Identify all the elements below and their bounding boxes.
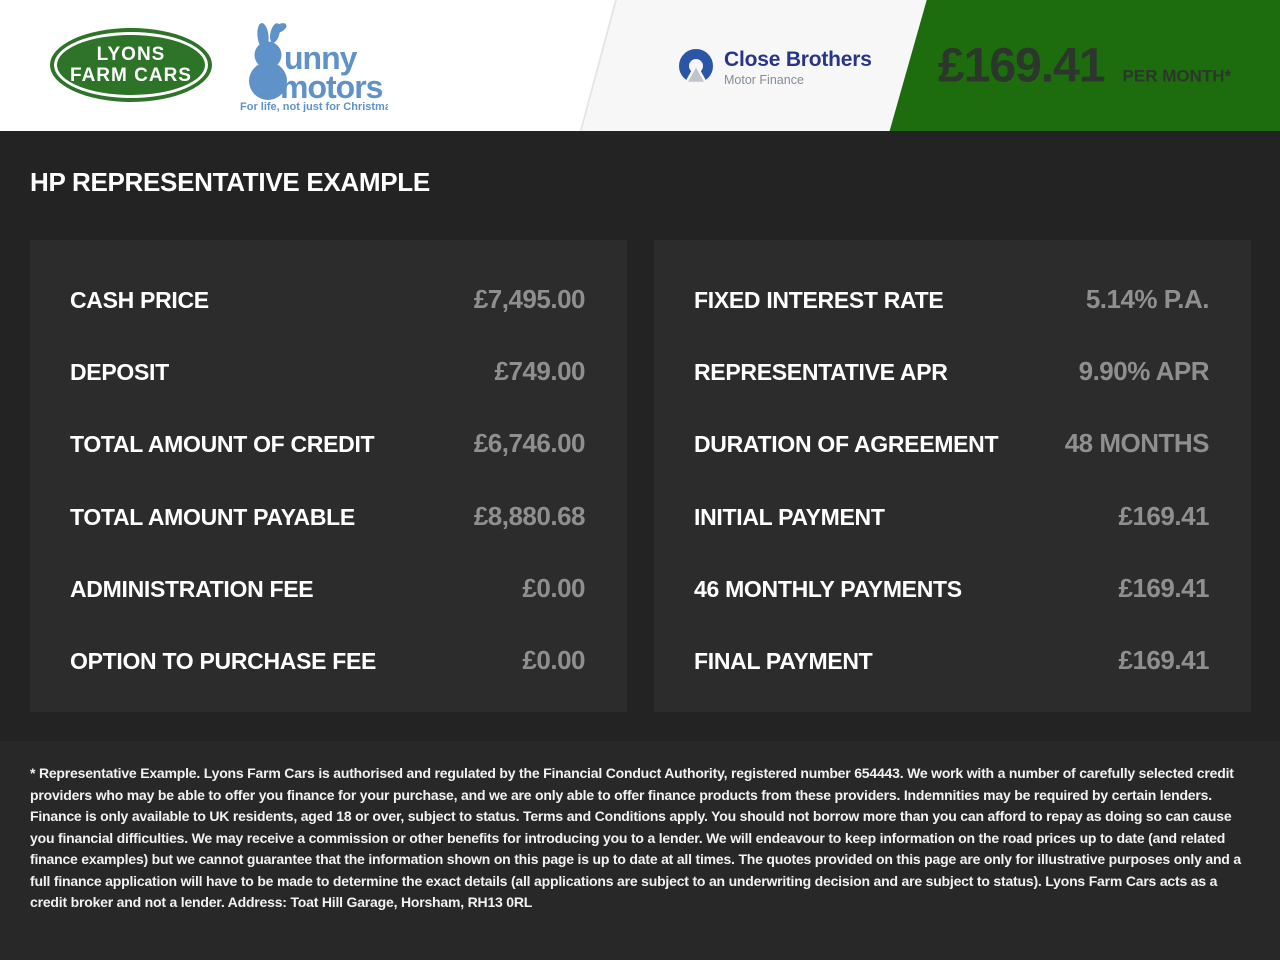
table-row: DURATION OF AGREEMENT 48 MONTHS [694,428,1210,459]
table-row: OPTION TO PURCHASE FEE £0.00 [70,645,585,676]
row-value: 9.90% APR [1078,356,1210,387]
row-value: 5.14% P.A. [1085,284,1210,314]
row-value: £8,880.68 [473,500,586,531]
close-brothers-text: Close Brothers Motor Finance [724,48,872,88]
finance-table-right: FIXED INTEREST RATE 5.14% P.A. REPRESENT… [654,240,1251,712]
row-label: DEPOSIT [70,359,169,386]
row-label: OPTION TO PURCHASE FEE [70,647,377,674]
table-row: CASH PRICE £7,495.00 [70,284,586,315]
row-label: FIXED INTEREST RATE [694,287,944,313]
dealer-logo-line2: FARM CARS [70,65,192,86]
row-label: FINAL PAYMENT [694,647,873,674]
table-row: TOTAL AMOUNT OF CREDIT £6,746.00 [70,428,586,459]
table-row: INITIAL PAYMENT £169.41 [694,500,1210,532]
row-label: CASH PRICE [70,287,209,313]
close-brothers-name: Close Brothers [724,48,872,71]
table-row: REPRESENTATIVE APR 9.90% APR [694,356,1210,387]
close-brothers-logo: Close Brothers Motor Finance [678,49,872,87]
bunny-motors-logo: unny motors For life, not just for Chris… [238,22,397,117]
row-label: ADMINISTRATION FEE [70,575,314,602]
table-row: DEPOSIT £749.00 [70,356,586,387]
dealer-logo-line1: LYONS [96,44,166,65]
row-value: £169.41 [1118,572,1210,603]
page-title: HP REPRESENTATIVE EXAMPLE [30,167,430,197]
row-value: £169.41 [1118,644,1210,675]
monthly-price: £169.41 PER MONTH* [938,38,1231,93]
footer: * Representative Example. Lyons Farm Car… [0,741,1280,960]
bunny-icon: unny motors For life, not just for Chris… [240,23,397,113]
close-brothers-icon [679,49,713,85]
row-label: REPRESENTATIVE APR [694,359,948,386]
dealer-logo: LYONS FARM CARS [50,28,212,102]
close-brothers-sub: Motor Finance [724,73,804,87]
row-value: £749.00 [494,356,586,387]
dealer-logo-text: LYONS FARM CARS [70,44,192,86]
row-value: £0.00 [522,644,585,675]
dealer-logo-ring [54,32,208,98]
row-value: £6,746.00 [473,428,586,459]
finance-table-left: CASH PRICE £7,495.00 DEPOSIT £749.00 TOT… [30,240,627,712]
row-value: £0.00 [522,572,585,603]
row-label: INITIAL PAYMENT [694,503,885,530]
row-label: TOTAL AMOUNT PAYABLE [70,503,355,530]
table-row: ADMINISTRATION FEE £0.00 [70,573,585,604]
row-value: £169.41 [1118,500,1210,531]
disclaimer-text: * Representative Example. Lyons Farm Car… [30,765,1241,910]
row-value: £7,495.00 [473,284,586,314]
table-row: 46 MONTHLY PAYMENTS £169.41 [694,572,1210,604]
row-value: 48 MONTHS [1064,428,1210,459]
price-flag [889,0,1280,131]
row-label: TOTAL AMOUNT OF CREDIT [70,431,375,458]
bunny-tagline: For life, not just for Christmas [240,101,388,112]
bunny-word1: unny [284,40,358,76]
table-row: TOTAL AMOUNT PAYABLE £8,880.68 [70,500,586,532]
table-row: FINAL PAYMENT £169.41 [694,644,1210,676]
price-per-month-label: PER MONTH* [1122,66,1232,85]
row-label: 46 MONTHLY PAYMENTS [694,575,962,602]
header: LYONS FARM CARS unny motors For life, no… [0,0,1280,131]
price-amount: £169.41 [938,39,1106,92]
table-row: FIXED INTEREST RATE 5.14% P.A. [694,284,1210,315]
bunny-word2: motors [280,69,383,105]
row-label: DURATION OF AGREEMENT [694,431,999,458]
